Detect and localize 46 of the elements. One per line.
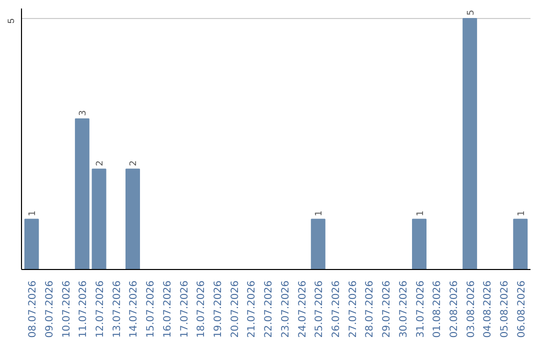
- x-tick-label: 18.07.2026: [196, 280, 208, 338]
- bar: [412, 218, 427, 270]
- x-tick-label: 30.07.2026: [398, 280, 410, 338]
- bar: [24, 218, 39, 270]
- bar: [92, 168, 106, 270]
- data-label: 2: [96, 160, 106, 166]
- x-tick-label: 14.07.2026: [128, 280, 140, 338]
- x-tick-label: 03.08.2026: [466, 280, 477, 338]
- bar: [125, 168, 140, 270]
- x-tick-label: 04.08.2026: [482, 280, 494, 338]
- x-tick-label: 26.07.2026: [330, 280, 342, 338]
- bar: [462, 18, 478, 270]
- x-tick-label: 15.07.2026: [146, 280, 157, 338]
- x-tick-label: 22.07.2026: [264, 280, 275, 338]
- x-tick-label: 28.07.2026: [364, 280, 376, 338]
- x-tick-label: 19.07.2026: [213, 280, 224, 338]
- x-tick-label: 08.07.2026: [28, 280, 39, 338]
- bar: [310, 218, 326, 270]
- x-tick-label: 31.07.2026: [415, 280, 426, 338]
- x-tick-label: 01.08.2026: [432, 280, 444, 338]
- bar: [74, 118, 90, 270]
- data-label: 1: [28, 210, 38, 216]
- x-tick-label: 16.07.2026: [162, 280, 174, 338]
- x-tick-label: 23.07.2026: [280, 280, 292, 338]
- x-tick-label: 20.07.2026: [230, 280, 241, 338]
- data-label: 2: [129, 160, 140, 166]
- x-tick-label: 11.07.2026: [78, 280, 90, 338]
- x-tick-label: 05.08.2026: [500, 280, 511, 338]
- x-tick-label: 27.07.2026: [348, 280, 359, 338]
- x-tick-label: 13.07.2026: [112, 280, 123, 338]
- x-tick-label: 12.07.2026: [95, 280, 106, 338]
- bar: [513, 218, 528, 270]
- data-label: 1: [516, 210, 527, 216]
- x-tick-label: 10.07.2026: [61, 280, 72, 338]
- data-label: 1: [314, 210, 325, 216]
- x-tick-label: 21.07.2026: [246, 280, 258, 338]
- x-tick-label: 09.07.2026: [44, 280, 56, 338]
- data-label: 5: [466, 10, 476, 16]
- x-tick-label: 29.07.2026: [382, 280, 393, 338]
- x-tick-label: 24.07.2026: [297, 280, 308, 338]
- x-tick-label: 06.08.2026: [516, 280, 528, 338]
- x-tick-label: 02.08.2026: [448, 280, 460, 338]
- x-tick-label: 25.07.2026: [314, 280, 326, 338]
- data-label: 3: [78, 110, 89, 116]
- data-label: 1: [416, 210, 426, 216]
- x-tick-label: 17.07.2026: [179, 280, 190, 338]
